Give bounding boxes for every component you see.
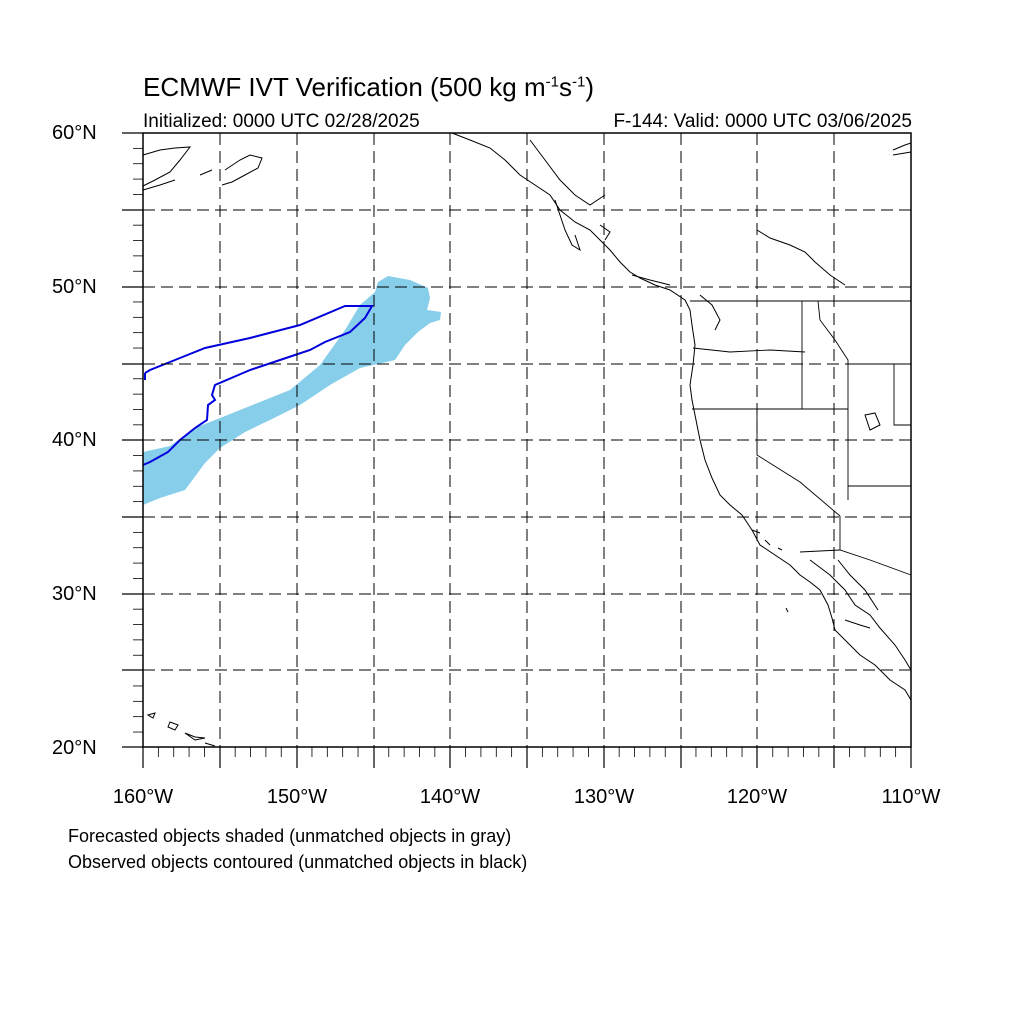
lon-label-110w: 110°W: [881, 786, 941, 808]
map-title: ECMWF IVT Verification (500 kg m-1s-1): [143, 72, 594, 102]
grid-lines: [143, 133, 911, 747]
lat-label-60n: 60°N: [52, 122, 97, 144]
lon-label-150w: 150°W: [266, 786, 328, 808]
initialized-time: Initialized: 0000 UTC 02/28/2025: [143, 111, 420, 132]
state-borders: [690, 300, 912, 576]
observed-note: Observed objects contoured (unmatched ob…: [68, 852, 528, 872]
lon-label-140w: 140°W: [419, 786, 481, 808]
lon-label-120w: 120°W: [726, 786, 788, 808]
lat-label-50n: 50°N: [52, 276, 97, 298]
lon-label-130w: 130°W: [573, 786, 635, 808]
lon-label-160w: 160°W: [112, 786, 174, 808]
axis-ticks: [122, 132, 912, 768]
lat-label-30n: 30°N: [52, 583, 97, 605]
valid-time: F-144: Valid: 0000 UTC 03/06/2025: [613, 111, 912, 132]
forecast-object: [143, 276, 441, 505]
lat-label-20n: 20°N: [52, 737, 97, 759]
coastlines: [142, 132, 912, 747]
observed-contour: [142, 305, 374, 466]
lat-label-40n: 40°N: [52, 429, 97, 451]
forecast-note: Forecasted objects shaded (unmatched obj…: [68, 826, 512, 846]
minor-ticks: [133, 147, 897, 757]
